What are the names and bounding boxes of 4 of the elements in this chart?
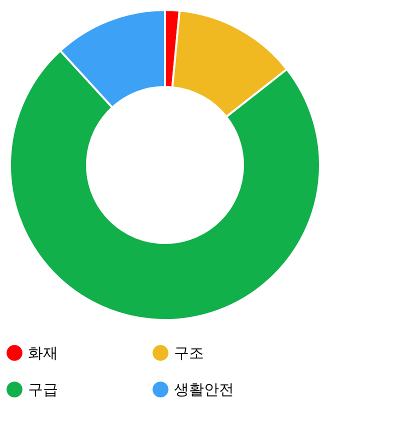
legend-label: 구급 bbox=[28, 380, 58, 398]
legend-label: 구조 bbox=[174, 344, 204, 362]
legend-label: 생활안전 bbox=[174, 380, 234, 398]
legend-label: 화재 bbox=[28, 344, 58, 362]
